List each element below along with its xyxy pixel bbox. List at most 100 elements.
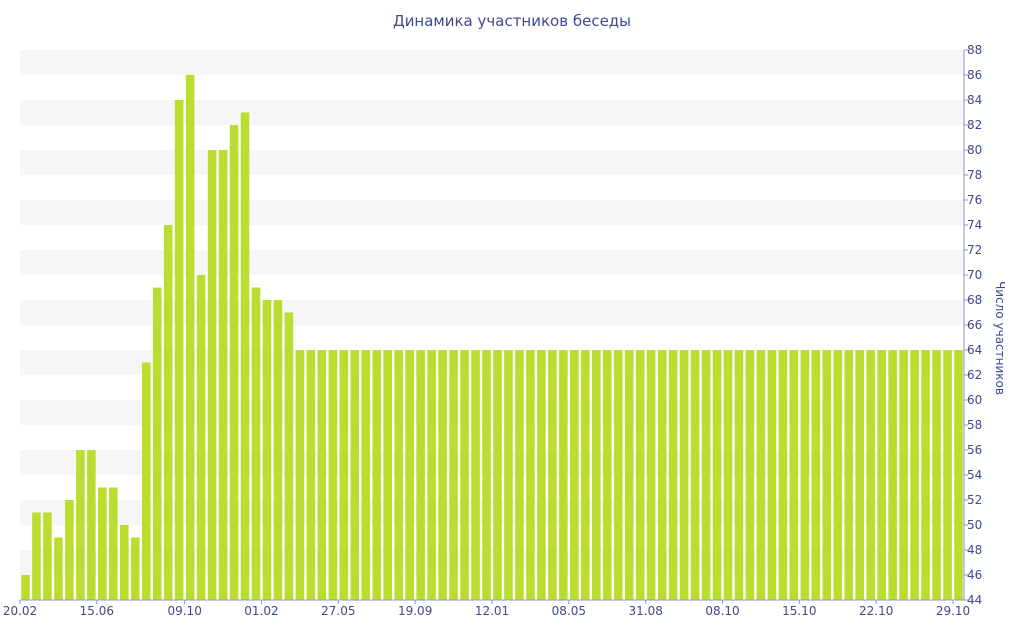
y-tick-label: 84 [967, 93, 982, 107]
bar [251, 287, 261, 600]
y-tick-label: 52 [967, 493, 982, 507]
y-tick-label: 66 [967, 318, 982, 332]
bar [602, 350, 612, 600]
bar [273, 300, 283, 600]
bar [141, 362, 151, 600]
bar [624, 350, 634, 600]
grid-band [20, 450, 964, 475]
y-tick-label: 56 [967, 443, 982, 457]
bar [954, 350, 963, 600]
bar [361, 350, 371, 600]
x-tick-label: 22.10 [859, 604, 893, 618]
bar [493, 350, 502, 600]
bar [778, 350, 788, 600]
bar [712, 350, 722, 600]
bar [548, 350, 557, 600]
y-tick-label: 54 [967, 468, 982, 482]
bar [921, 350, 930, 600]
bar [43, 512, 52, 600]
x-tick-label: 08.10 [705, 604, 739, 618]
bar [218, 150, 228, 600]
y-tick-label: 86 [967, 68, 982, 82]
x-tick-label: 29.10 [936, 604, 970, 618]
bar [152, 287, 162, 600]
bar [723, 350, 733, 600]
bar [734, 350, 744, 600]
bar [54, 537, 63, 600]
y-tick-label: 68 [967, 293, 982, 307]
bar [910, 350, 919, 600]
bar [482, 350, 491, 600]
x-tick-label: 19.09 [398, 604, 432, 618]
bar [460, 350, 469, 600]
bar [668, 350, 678, 600]
y-tick-label: 74 [967, 218, 982, 232]
bar [229, 125, 239, 600]
bar [811, 350, 821, 600]
bar [657, 350, 667, 600]
y-tick-label: 82 [967, 118, 982, 132]
grid-bands [20, 50, 964, 575]
grid-band [20, 300, 964, 325]
bar [98, 487, 107, 600]
bar [504, 350, 513, 600]
bar [317, 350, 327, 600]
bar [822, 350, 832, 600]
y-tick-label: 78 [967, 168, 982, 182]
bar [284, 312, 294, 600]
bar [427, 350, 436, 600]
y-tick-label: 44 [967, 593, 982, 607]
bar [350, 350, 360, 600]
bar [756, 350, 766, 600]
grid-band [20, 400, 964, 425]
x-tick-label: 01.02 [244, 604, 278, 618]
grid-band [20, 550, 964, 575]
bar [295, 350, 305, 600]
bar [877, 350, 886, 600]
grid-band [20, 500, 964, 525]
bar [570, 350, 579, 600]
x-tick-label: 15.06 [80, 604, 114, 618]
y-tick-label: 64 [967, 343, 982, 357]
bar [306, 350, 316, 600]
bar [109, 487, 118, 600]
bar [87, 450, 96, 600]
x-tick-label: 31.08 [628, 604, 662, 618]
bar [185, 75, 195, 600]
bar [932, 350, 941, 600]
bar [679, 350, 689, 600]
y-tick-label: 48 [967, 543, 982, 557]
bar [888, 350, 897, 600]
bar [515, 350, 524, 600]
bar [262, 300, 272, 600]
bar [855, 350, 864, 600]
x-tick-label: 15.10 [782, 604, 816, 618]
bar [394, 350, 403, 600]
grid-band [20, 350, 964, 375]
bar [207, 150, 217, 600]
bar [339, 350, 349, 600]
bar [76, 450, 85, 600]
grid-band [20, 150, 964, 175]
bar [767, 350, 777, 600]
bar [196, 275, 206, 600]
y-tick-label: 50 [967, 518, 982, 532]
bar [866, 350, 875, 600]
bar [745, 350, 755, 600]
bar [372, 350, 382, 600]
y-axis-title: Число участников [993, 281, 1007, 395]
y-tick-label: 58 [967, 418, 982, 432]
bar [438, 350, 447, 600]
bar [899, 350, 908, 600]
bar [581, 350, 590, 600]
y-tick-label: 76 [967, 193, 982, 207]
bar [383, 350, 392, 600]
bar [32, 512, 41, 600]
grid-band [20, 250, 964, 275]
grid-band [20, 50, 964, 75]
bar [130, 537, 140, 600]
x-tick-label: 09.10 [167, 604, 201, 618]
bar [449, 350, 458, 600]
grid-band [20, 200, 964, 225]
x-tick-label: 20.02 [3, 604, 37, 618]
